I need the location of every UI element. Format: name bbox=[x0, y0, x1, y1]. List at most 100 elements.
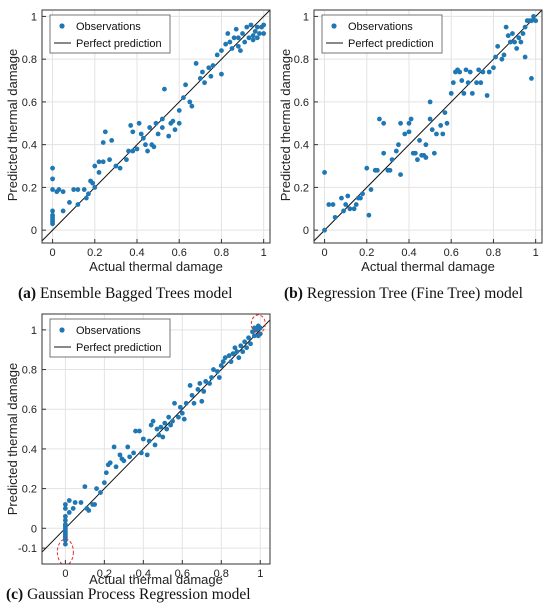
data-point bbox=[206, 65, 212, 71]
data-point bbox=[499, 56, 505, 62]
data-point bbox=[398, 120, 403, 126]
data-point bbox=[235, 35, 241, 41]
data-point bbox=[72, 500, 78, 505]
data-point bbox=[341, 208, 346, 214]
legend-box bbox=[49, 318, 171, 358]
data-point bbox=[130, 148, 136, 154]
plot-content bbox=[42, 10, 270, 242]
data-point bbox=[442, 110, 448, 116]
data-point bbox=[366, 212, 372, 218]
x-tick-label: 0.8 bbox=[486, 247, 501, 259]
x-tick-label: 0.2 bbox=[87, 247, 102, 259]
data-point bbox=[222, 355, 228, 361]
data-point bbox=[210, 63, 216, 68]
data-point bbox=[381, 120, 387, 126]
data-point bbox=[164, 426, 170, 432]
data-point bbox=[457, 69, 463, 75]
data-point bbox=[117, 452, 123, 458]
data-point bbox=[257, 31, 262, 36]
x-tick-label: 0.6 bbox=[172, 247, 187, 259]
data-point bbox=[396, 142, 401, 148]
data-point bbox=[510, 31, 515, 36]
data-point bbox=[181, 416, 187, 422]
data-point bbox=[67, 199, 72, 205]
data-point bbox=[255, 333, 261, 339]
x-tick-label: 0.6 bbox=[175, 568, 190, 580]
caption-text: Regression Tree (Fine Tree) model bbox=[303, 285, 523, 302]
data-point bbox=[162, 86, 167, 92]
data-point bbox=[211, 367, 216, 372]
data-point bbox=[66, 498, 72, 503]
data-point bbox=[257, 325, 263, 331]
data-point bbox=[100, 159, 106, 165]
data-point bbox=[191, 400, 197, 406]
data-point bbox=[138, 131, 144, 137]
data-point bbox=[223, 41, 229, 47]
plot-frame bbox=[313, 9, 543, 244]
data-point bbox=[248, 341, 253, 347]
data-point bbox=[216, 375, 222, 380]
data-point bbox=[381, 150, 387, 156]
data-point bbox=[121, 458, 127, 464]
x-tick-label: 0.2 bbox=[97, 568, 112, 580]
data-point bbox=[162, 420, 168, 426]
data-point bbox=[125, 444, 131, 450]
x-tick-label: 0 bbox=[321, 247, 327, 259]
data-point bbox=[62, 502, 68, 507]
data-point bbox=[140, 436, 146, 442]
data-point bbox=[427, 116, 433, 122]
data-point bbox=[172, 400, 177, 406]
data-point bbox=[193, 61, 199, 66]
plot-content bbox=[314, 10, 542, 242]
data-point bbox=[406, 120, 412, 126]
data-point bbox=[50, 221, 55, 227]
x-tick-label: 0.4 bbox=[129, 247, 144, 259]
data-point bbox=[127, 454, 133, 460]
data-point bbox=[250, 37, 256, 43]
legend: Observations Perfect prediction bbox=[321, 14, 443, 54]
data-point bbox=[231, 35, 237, 41]
data-point bbox=[461, 90, 467, 96]
data-point bbox=[98, 490, 103, 495]
data-point bbox=[364, 165, 370, 171]
x-tick-label: 1 bbox=[257, 568, 263, 580]
data-point bbox=[250, 33, 256, 39]
data-point bbox=[476, 67, 482, 73]
data-point bbox=[377, 116, 382, 122]
data-point bbox=[62, 513, 68, 519]
x-axis-label: Actual thermal damage bbox=[89, 259, 223, 274]
data-point bbox=[214, 369, 220, 374]
y-tick-label: 1 bbox=[31, 325, 37, 337]
x-axis-label: Actual thermal damage bbox=[89, 572, 223, 587]
data-point bbox=[493, 54, 498, 60]
data-point bbox=[152, 442, 158, 448]
data-point bbox=[166, 414, 172, 420]
y-tick-label: 0 bbox=[303, 225, 309, 237]
data-point bbox=[144, 452, 150, 458]
data-point bbox=[507, 39, 513, 45]
data-point bbox=[66, 510, 72, 515]
data-point bbox=[177, 404, 183, 410]
data-point bbox=[343, 202, 349, 207]
data-point bbox=[463, 67, 469, 73]
chart-panel-2: 0 0.2 0.4 0.6 0.8 1 0 0.2 0.4 0.6 0.8 1 Observations… bbox=[278, 9, 543, 302]
data-point bbox=[240, 31, 245, 36]
data-point bbox=[176, 120, 182, 126]
data-point bbox=[238, 48, 243, 54]
legend-marker-observations bbox=[331, 23, 337, 29]
data-point bbox=[86, 191, 91, 197]
legend-label-perfect: Perfect prediction bbox=[76, 342, 162, 354]
data-point bbox=[427, 99, 433, 105]
panel-caption: (b) Regression Tree (Fine Tree) model bbox=[284, 285, 523, 302]
data-point bbox=[351, 206, 357, 212]
data-point bbox=[484, 93, 490, 98]
data-point bbox=[159, 116, 165, 122]
data-point bbox=[113, 163, 119, 169]
data-point bbox=[469, 90, 475, 96]
data-point bbox=[219, 71, 224, 77]
data-point bbox=[150, 418, 156, 424]
data-point bbox=[389, 157, 395, 163]
panel-caption: (c) Gaussian Process Regression model bbox=[6, 586, 251, 603]
data-point bbox=[50, 208, 55, 214]
data-point bbox=[244, 345, 250, 351]
